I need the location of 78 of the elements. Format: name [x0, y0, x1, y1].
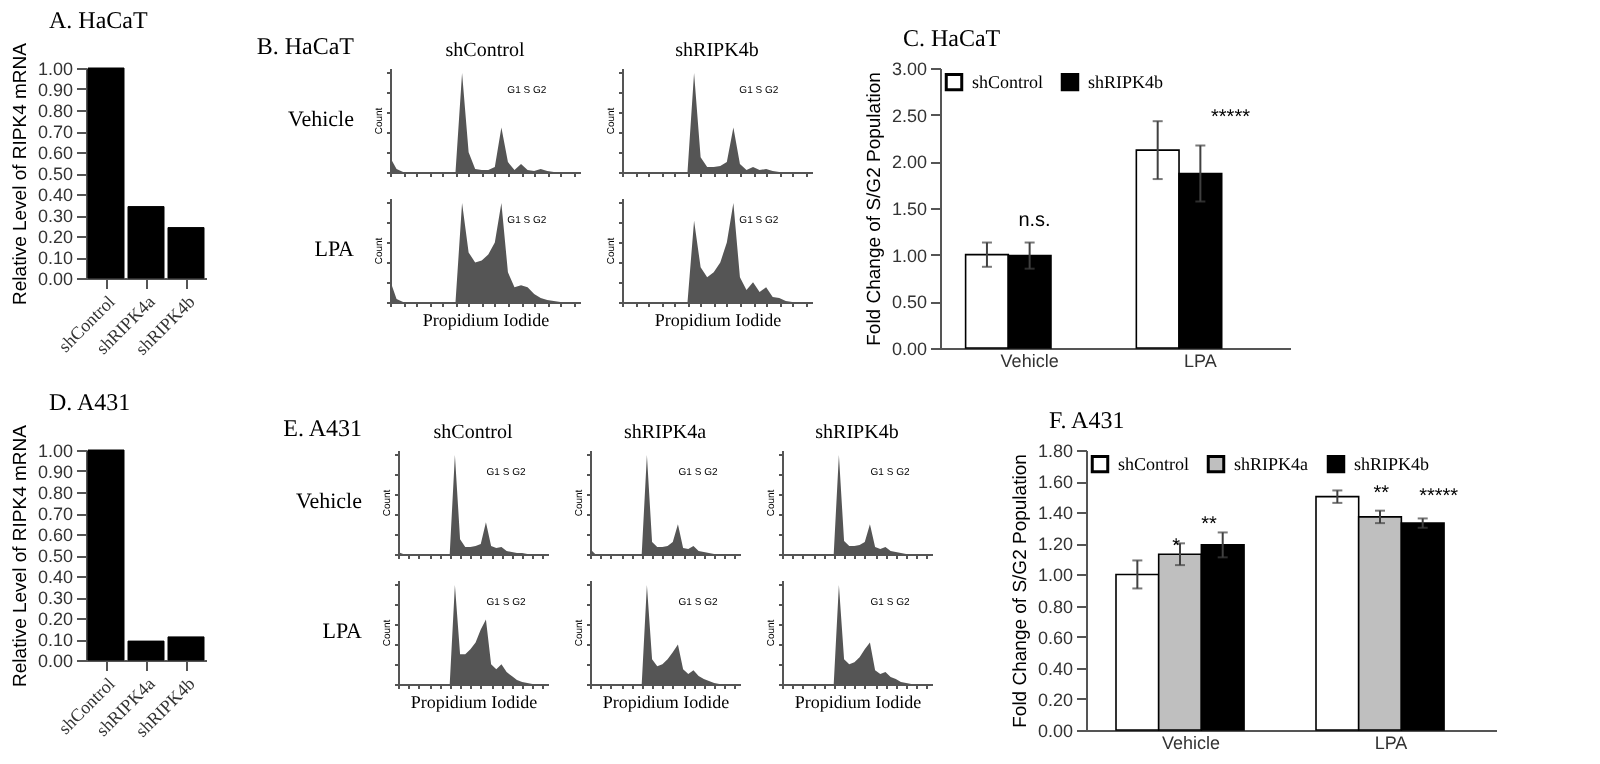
text: LPA	[322, 620, 363, 644]
text: B. HaCaT	[256, 32, 356, 60]
legend-label: shControl	[972, 72, 1045, 93]
x-axis-title: Propidium Iodide	[602, 692, 730, 712]
y-tick-label: 0.50	[37, 546, 73, 566]
y-tick-label: 1.50	[891, 199, 927, 219]
chart-title: shRIPK4b	[675, 40, 759, 62]
chart-title: shControl	[433, 422, 513, 444]
y-tick-label: 2.00	[891, 152, 927, 173]
annotation: *****	[1211, 106, 1251, 129]
y-tick-label: 0.60	[37, 525, 73, 545]
x-axis-title: Propidium Iodide	[654, 310, 782, 330]
x-tick-label: LPA	[1374, 733, 1408, 753]
annotation: *	[1172, 536, 1181, 559]
y-tick-label: 3.00	[891, 59, 927, 79]
y-tick-label: 1.80	[1037, 441, 1073, 461]
y-tick-label: 2.50	[891, 105, 927, 126]
y-axis-title: Fold Change of S/G2 Population	[1009, 454, 1032, 728]
annotation: *****	[1419, 486, 1459, 508]
y-tick-label: 0.80	[37, 483, 73, 503]
legend-label: shRIPK4b	[1354, 454, 1431, 475]
y-tick-label: 0.40	[37, 185, 73, 205]
y-axis-title: Fold Change of S/G2 Population	[863, 72, 886, 346]
x-tick-label: Vehicle	[1161, 733, 1221, 753]
y-tick-label: 0.90	[37, 462, 73, 482]
y-tick-label: 1.00	[37, 441, 73, 461]
chart-title: C. HaCaT	[902, 24, 1002, 52]
y-tick-label: 0.00	[37, 269, 73, 289]
chart-title: A. HaCaT	[48, 6, 149, 35]
x-tick-label: LPA	[1184, 351, 1217, 371]
text: Vehicle	[288, 108, 355, 132]
x-tick-label: Vehicle	[1000, 351, 1059, 371]
y-tick-label: 0.10	[37, 248, 73, 268]
y-tick-label: 0.10	[37, 630, 73, 650]
y-tick-label: 0.80	[1037, 596, 1073, 617]
y-tick-label: 0.40	[1037, 658, 1073, 679]
y-tick-label: 0.80	[37, 101, 73, 121]
y-tick-label: 0.70	[37, 504, 73, 524]
y-axis-title: Relative Level of RIPK4 mRNA	[9, 423, 32, 687]
y-tick-label: 1.40	[1037, 503, 1073, 524]
y-tick-label: 0.60	[1037, 627, 1073, 648]
y-tick-label: 1.00	[1037, 565, 1073, 586]
chart-title: shControl	[445, 40, 525, 62]
y-tick-label: 0.00	[891, 339, 927, 359]
text: LPA	[314, 238, 355, 262]
y-tick-label: 0.00	[37, 651, 73, 671]
legend-label: shRIPK4a	[1234, 454, 1309, 475]
chart-title: shRIPK4a	[623, 422, 708, 444]
y-tick-label: 0.60	[37, 143, 73, 163]
y-tick-label: 0.20	[37, 609, 73, 629]
legend-label: shControl	[1118, 454, 1191, 475]
y-tick-label: 0.90	[37, 80, 73, 100]
y-tick-label: 0.50	[891, 292, 927, 313]
y-tick-label: 0.30	[37, 206, 73, 226]
x-axis-title: Propidium Iodide	[794, 692, 922, 712]
y-tick-label: 0.30	[37, 588, 73, 608]
y-tick-label: 1.00	[891, 245, 927, 266]
chart-title: F. A431	[1048, 406, 1125, 434]
chart-title: D. A431	[48, 388, 131, 417]
legend-label: shRIPK4b	[1088, 72, 1165, 93]
y-tick-label: 1.60	[1037, 472, 1073, 493]
y-tick-label: 0.00	[1037, 721, 1073, 741]
annotation: **	[1373, 483, 1390, 506]
y-tick-label: 0.40	[37, 567, 73, 587]
y-axis-title: Relative Level of RIPK4 mRNA	[9, 41, 32, 305]
chart-title: shRIPK4b	[815, 422, 899, 444]
x-axis-title: Propidium Iodide	[410, 692, 538, 712]
text: Vehicle	[296, 490, 363, 514]
y-tick-label: 1.00	[37, 59, 73, 79]
y-tick-label: 0.70	[37, 122, 73, 142]
annotation: n.s.	[1018, 210, 1051, 233]
annotation: **	[1201, 514, 1217, 536]
x-axis-title: Propidium Iodide	[422, 310, 550, 330]
text: E. A431	[283, 414, 362, 442]
y-tick-label: 1.20	[1037, 534, 1073, 555]
y-tick-label: 0.50	[37, 164, 73, 184]
y-tick-label: 0.20	[37, 227, 73, 247]
y-tick-label: 0.20	[1037, 689, 1073, 710]
